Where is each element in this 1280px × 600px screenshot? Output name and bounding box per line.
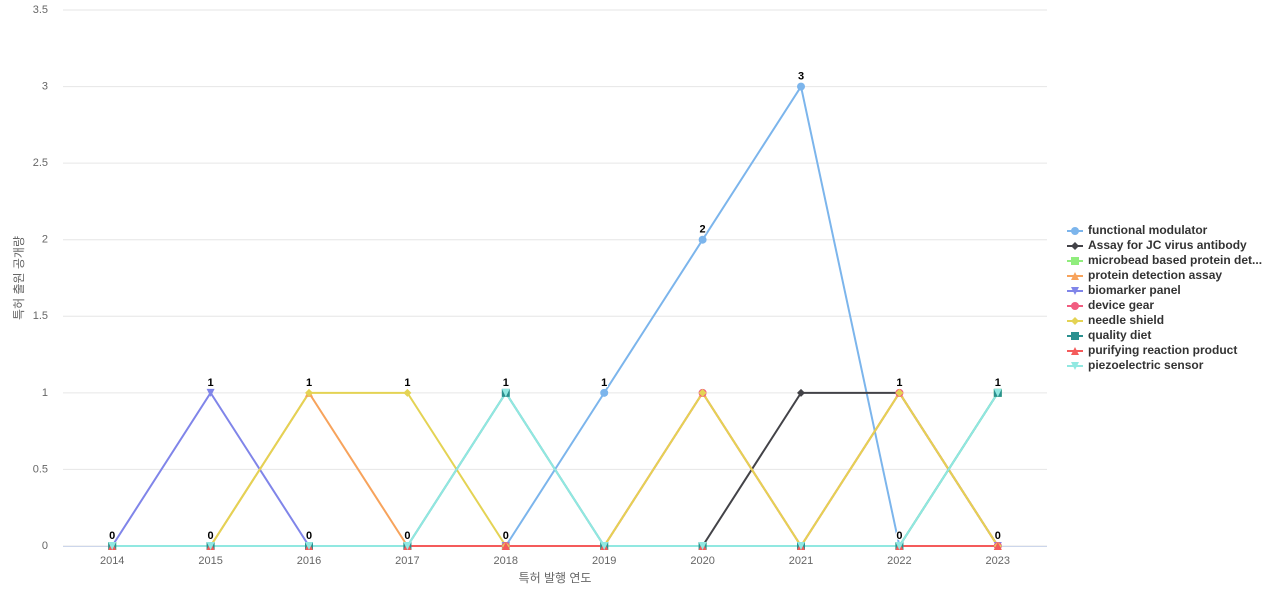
marker [403,542,412,550]
x-axis-title: 특허 발행 연도 [519,570,592,585]
data-label: 2 [700,224,706,236]
x-tick-label: 2015 [198,555,222,567]
marker [698,388,707,397]
marker [1071,362,1079,370]
marker [895,542,904,550]
legend-label: microbead based protein det... [1088,253,1262,267]
series-line [112,391,999,547]
x-tick-label: 2020 [690,555,714,567]
data-label: 0 [109,530,115,542]
data-label: 1 [995,377,1001,389]
legend-item[interactable]: purifying reaction product [1067,343,1237,357]
data-label: 1 [208,377,214,389]
marker [1071,332,1079,340]
x-tick-label: 2017 [395,555,419,567]
data-label: 0 [306,530,312,542]
legend-label: piezoelectric sensor [1088,358,1204,372]
x-tick-label: 2023 [986,555,1010,567]
data-label: 1 [503,377,509,389]
marker [600,388,609,397]
marker [797,82,805,91]
marker [108,542,117,550]
legend-label: Assay for JC virus antibody [1088,238,1247,252]
marker [993,388,1002,397]
y-tick-label: 1 [42,387,48,399]
legend-item[interactable]: quality diet [1067,328,1151,342]
x-tick-label: 2014 [100,555,124,567]
x-tick-label: 2022 [887,555,911,567]
legend-item[interactable]: functional modulator [1067,223,1208,237]
marker [1071,242,1079,250]
data-label: 1 [306,377,312,389]
legend-label: device gear [1088,298,1154,312]
data-label: 0 [995,530,1001,542]
x-tick-label: 2016 [297,555,321,567]
legend-label: protein detection assay [1088,268,1222,282]
data-label: 0 [503,530,509,542]
marker [895,388,904,397]
marker [698,235,707,244]
legend-item[interactable]: microbead based protein det... [1067,253,1262,267]
x-tick-label: 2021 [789,555,813,567]
legend-label: functional modulator [1088,223,1208,237]
legend-label: biomarker panel [1088,283,1181,297]
legend-label: purifying reaction product [1088,343,1237,357]
marker [501,542,510,550]
legend-item[interactable]: biomarker panel [1067,283,1181,297]
legend-label: quality diet [1088,328,1151,342]
marker [1071,317,1079,325]
marker [1071,302,1079,310]
marker [600,542,609,550]
marker [206,388,215,397]
y-tick-label: 3 [42,80,48,92]
legend-item[interactable]: piezoelectric sensor [1067,358,1204,372]
marker [1071,227,1079,235]
data-label: 1 [404,377,410,389]
marker [501,388,510,397]
data-label: 1 [896,377,902,389]
legend-item[interactable]: device gear [1067,298,1154,312]
data-label: 0 [404,530,410,542]
y-tick-label: 2 [42,234,48,246]
y-tick-label: 0.5 [33,463,48,475]
marker [993,542,1002,550]
marker [1071,272,1079,280]
y-tick-label: 0 [42,540,48,552]
marker [403,388,412,397]
data-label: 1 [601,377,607,389]
marker [1071,347,1079,355]
data-label: 3 [798,70,804,82]
marker [797,542,805,550]
marker [305,542,313,550]
marker [797,388,805,397]
legend-item[interactable]: protein detection assay [1067,268,1222,282]
x-tick-label: 2018 [494,555,518,567]
marker [1071,287,1079,295]
marker [305,388,313,397]
data-label: 0 [896,530,902,542]
y-tick-label: 1.5 [33,310,48,322]
y-axis-title: 특허 출원 공개량 [12,236,26,320]
y-tick-label: 3.5 [33,4,48,16]
x-tick-label: 2019 [592,555,616,567]
legend-label: needle shield [1088,313,1164,327]
legend-item[interactable]: Assay for JC virus antibody [1067,238,1247,252]
data-label: 0 [208,530,214,542]
marker [1071,257,1079,265]
marker [206,542,215,550]
marker [698,542,707,550]
y-tick-label: 2.5 [33,157,48,169]
legend-item[interactable]: needle shield [1067,313,1164,327]
